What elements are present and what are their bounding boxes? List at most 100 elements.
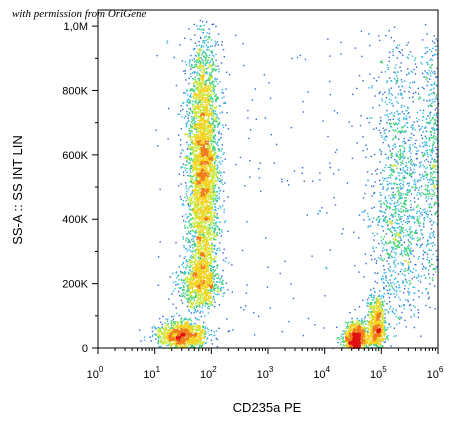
event-point xyxy=(200,202,202,205)
event-point xyxy=(181,288,184,291)
event-point xyxy=(205,54,207,56)
event-point xyxy=(191,244,193,247)
event-point xyxy=(195,112,198,115)
event-point xyxy=(207,103,209,105)
event-point xyxy=(189,337,191,339)
event-point xyxy=(199,251,201,253)
event-point xyxy=(195,61,198,63)
event-point xyxy=(208,66,210,68)
event-point xyxy=(206,112,209,114)
event-point xyxy=(193,82,195,84)
event-point xyxy=(205,94,207,96)
event-point xyxy=(207,165,209,167)
event-point xyxy=(212,277,214,279)
event-point xyxy=(219,189,222,191)
event-point xyxy=(199,57,202,59)
event-point xyxy=(206,134,208,136)
event-point xyxy=(183,341,186,343)
event-point xyxy=(201,210,203,212)
event-point xyxy=(201,166,203,168)
event-point xyxy=(189,90,191,92)
event-point xyxy=(198,226,200,228)
event-point xyxy=(208,64,211,66)
event-point xyxy=(219,122,221,125)
event-point xyxy=(186,155,188,157)
event-point xyxy=(213,275,215,277)
event-point xyxy=(187,238,190,240)
event-point xyxy=(207,331,209,333)
event-point xyxy=(209,65,211,67)
event-point xyxy=(209,148,211,150)
event-point xyxy=(207,87,209,89)
event-point xyxy=(198,79,200,81)
event-point xyxy=(185,281,187,283)
event-point xyxy=(208,54,211,57)
event-point xyxy=(188,208,191,210)
event-point xyxy=(213,119,216,121)
event-point xyxy=(207,151,210,153)
event-point xyxy=(175,331,178,333)
event-point xyxy=(195,138,197,140)
event-point xyxy=(157,341,159,344)
event-point xyxy=(198,185,201,187)
event-point xyxy=(210,74,212,77)
event-point xyxy=(202,71,204,74)
event-point xyxy=(203,65,205,67)
event-point xyxy=(189,152,191,154)
event-point xyxy=(207,149,209,151)
event-point xyxy=(179,144,182,146)
event-point xyxy=(193,181,195,183)
event-point xyxy=(205,85,208,87)
event-point xyxy=(210,191,212,194)
event-point xyxy=(203,129,205,131)
event-point xyxy=(179,255,181,257)
event-point xyxy=(185,156,188,158)
event-point xyxy=(220,181,223,184)
event-point xyxy=(192,244,194,246)
event-point xyxy=(206,79,209,81)
event-point xyxy=(215,171,217,173)
event-point xyxy=(202,114,204,116)
event-point xyxy=(214,153,216,156)
event-point xyxy=(202,218,204,220)
event-point xyxy=(199,96,201,98)
event-point xyxy=(193,193,195,195)
event-point xyxy=(197,212,200,214)
event-point xyxy=(195,311,197,313)
event-point xyxy=(203,337,205,339)
event-point xyxy=(202,241,204,244)
event-point xyxy=(160,332,163,334)
event-point xyxy=(206,258,208,261)
event-point xyxy=(201,75,203,77)
event-point xyxy=(207,146,209,148)
event-point xyxy=(183,339,186,341)
event-point xyxy=(172,324,174,326)
event-point xyxy=(207,118,209,120)
event-point xyxy=(206,259,209,261)
event-point xyxy=(210,170,213,172)
event-point xyxy=(206,149,208,151)
event-point xyxy=(200,162,202,164)
event-point xyxy=(158,331,160,334)
event-point xyxy=(210,261,212,263)
event-point xyxy=(198,89,200,91)
event-point xyxy=(194,47,196,50)
event-point xyxy=(176,332,179,334)
event-point xyxy=(222,190,225,192)
event-point xyxy=(202,77,204,79)
event-point xyxy=(202,202,205,204)
event-point xyxy=(207,188,209,191)
event-point xyxy=(183,70,185,73)
event-point xyxy=(187,156,190,159)
event-point xyxy=(196,147,199,149)
event-point xyxy=(207,224,209,226)
event-point xyxy=(189,136,192,138)
event-point xyxy=(215,215,218,217)
event-point xyxy=(196,238,198,241)
event-point xyxy=(203,215,206,217)
event-point xyxy=(213,185,215,187)
event-point xyxy=(209,138,211,140)
event-point xyxy=(208,216,210,218)
event-point xyxy=(191,130,193,133)
event-point xyxy=(178,330,181,332)
